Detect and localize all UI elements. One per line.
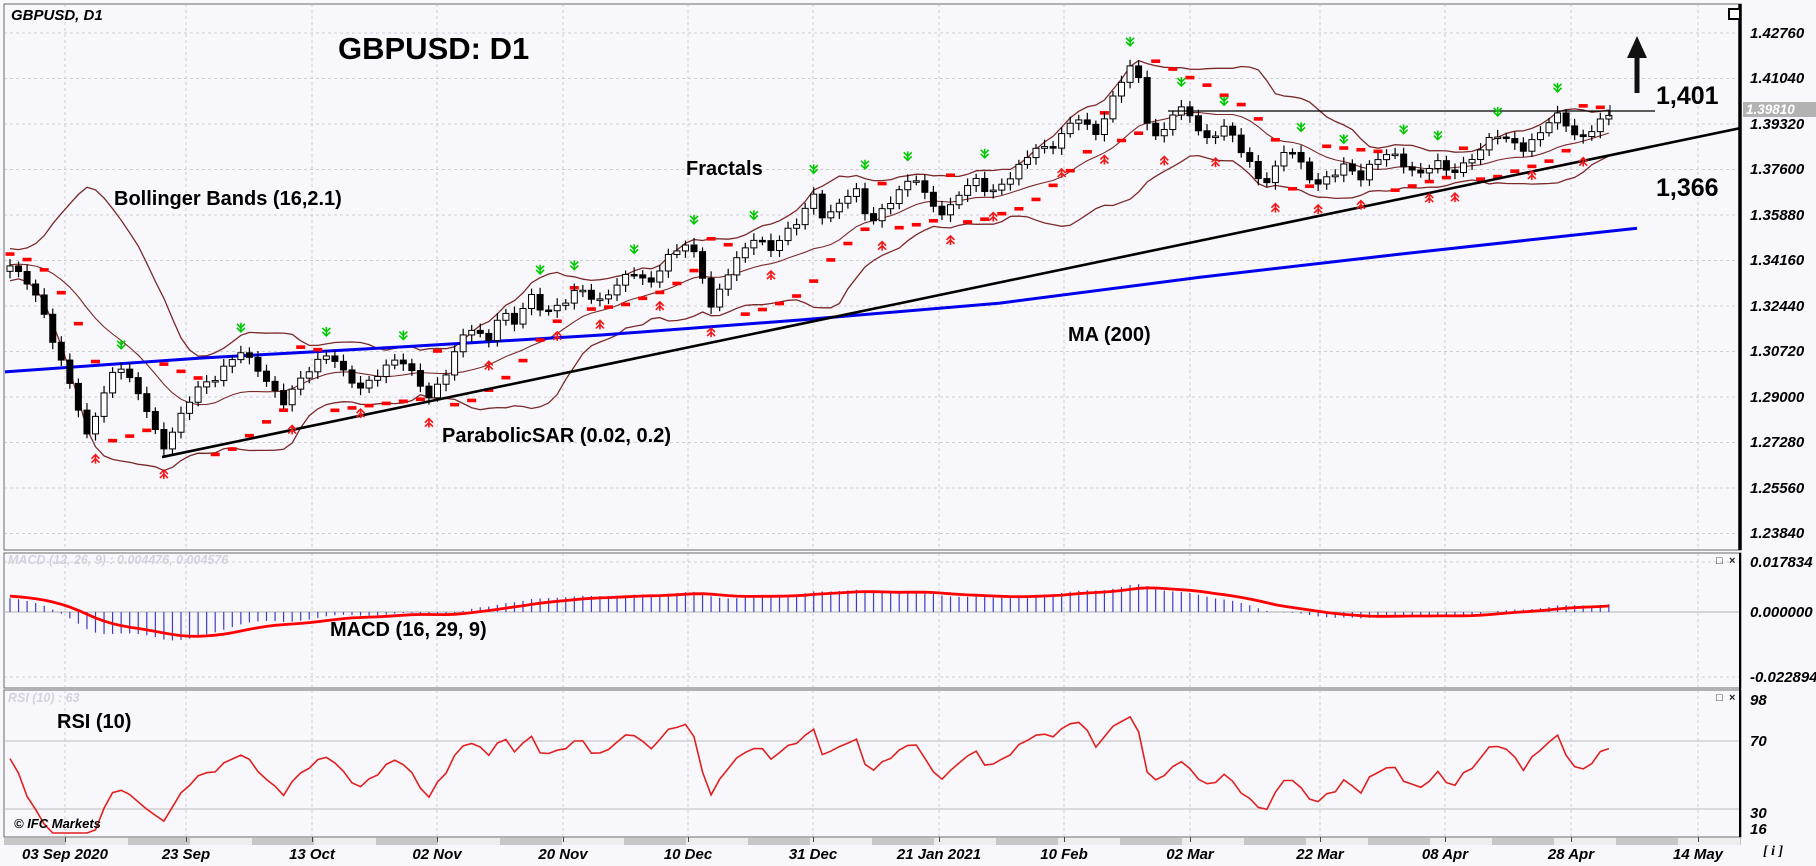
time-axis[interactable] (4, 845, 1741, 863)
date-tick-mark (65, 837, 66, 842)
date-tick-mark (1571, 837, 1572, 842)
date-label: 23 Sep (161, 846, 211, 863)
up-arrow-object (1627, 36, 1647, 93)
parabolic-sar-annotation[interactable]: ParabolicSAR (0.02, 0.2) (442, 425, 671, 447)
rsi-tick: 30 (1750, 805, 1767, 822)
price-tick: 1.34160 (1750, 252, 1805, 270)
date-label: 31 Dec (788, 846, 838, 863)
date-label: 08 Apr (1421, 846, 1469, 863)
chart-title: GBPUSD: D1 (338, 31, 530, 66)
date-tick-mark (437, 837, 438, 842)
target-price-annotation[interactable]: 1,401 (1656, 82, 1719, 110)
macd-restore-icon[interactable]: □ (1716, 555, 1723, 567)
rsi-tick: 16 (1750, 821, 1767, 838)
date-tick-mark (813, 837, 814, 842)
price-tick: 1.27280 (1750, 434, 1805, 452)
date-label: 10 Dec (663, 846, 713, 863)
date-label: 20 Nov (538, 846, 588, 863)
ma-annotation[interactable]: MA (200) (1068, 324, 1151, 346)
macd-tick: 0.017834 (1750, 554, 1813, 571)
date-label: 14 May (1672, 846, 1724, 863)
price-tick: 1.39320 (1750, 115, 1805, 133)
fractals-annotation[interactable]: Fractals (686, 158, 763, 180)
macd-close-icon[interactable]: × (1729, 555, 1736, 567)
date-tick-mark (688, 837, 689, 842)
date-label: 02 Mar (1166, 846, 1214, 863)
date-label: 13 Oct (289, 846, 335, 863)
current-price-tag: 1.39810 (1743, 102, 1816, 117)
price-tick: 1.29000 (1750, 388, 1805, 406)
time-scrollbar[interactable] (4, 838, 1741, 845)
date-label: 03 Sep 2020 (22, 846, 108, 863)
date-tick-mark (1445, 837, 1446, 842)
broker-watermark: © IFC Markets (14, 816, 101, 831)
price-tick: 1.30720 (1750, 343, 1805, 361)
rsi-restore-icon[interactable]: □ (1716, 692, 1723, 704)
support-price-annotation[interactable]: 1,366 (1656, 174, 1719, 202)
date-label: 22 Mar (1296, 846, 1344, 863)
date-label: 21 Jan 2021 (896, 846, 982, 863)
date-label: 02 Nov (412, 846, 462, 863)
macd-tick: -0.022894 (1750, 669, 1816, 686)
rsi-tick: 98 (1750, 692, 1767, 709)
price-tick: 1.25560 (1750, 479, 1805, 497)
axis-corner-mark: [ i ] (1763, 844, 1784, 859)
date-tick-mark (939, 837, 940, 842)
rsi-annotation[interactable]: RSI (10) (57, 711, 132, 733)
rsi-close-icon[interactable]: × (1729, 692, 1736, 704)
date-tick-mark (1698, 837, 1699, 842)
date-tick-mark (312, 837, 313, 842)
price-tick: 1.35880 (1750, 206, 1805, 224)
rsi-tick: 70 (1750, 733, 1767, 750)
date-tick-mark (1320, 837, 1321, 842)
rsi-value-readout: RSI (10) : 63 (8, 691, 80, 705)
price-tick: 1.23840 (1750, 525, 1805, 543)
date-tick-mark (563, 837, 564, 842)
macd-annotation[interactable]: MACD (16, 29, 9) (330, 619, 487, 641)
symbol-timeframe-label: GBPUSD, D1 (11, 7, 103, 24)
price-tick: 1.42760 (1750, 25, 1805, 42)
date-tick-mark (186, 837, 187, 842)
date-tick-mark (1190, 837, 1191, 842)
price-tick: 1.37600 (1750, 161, 1805, 179)
macd-value-readout: MACD (12, 26, 9) : 0.004476, 0.004576 (8, 553, 229, 567)
date-label: 10 Feb (1040, 846, 1088, 863)
restore-window-icon[interactable] (1728, 8, 1741, 20)
price-tick: 1.41040 (1750, 70, 1805, 88)
date-tick-mark (1064, 837, 1065, 842)
bollinger-annotation[interactable]: Bollinger Bands (16,2.1) (114, 188, 342, 210)
price-tick: 1.32440 (1750, 297, 1805, 315)
date-label: 28 Apr (1547, 846, 1595, 863)
macd-tick: 0.000000 (1750, 604, 1813, 621)
